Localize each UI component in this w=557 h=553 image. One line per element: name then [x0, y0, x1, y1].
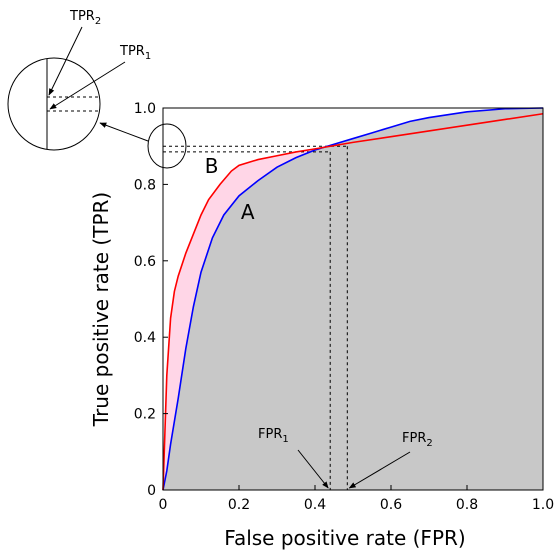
x-tick-label: 0.6: [380, 497, 402, 513]
x-tick-label: 0.8: [456, 497, 478, 513]
x-tick-label: 1.0: [532, 497, 554, 513]
plot-frame: [162, 107, 544, 491]
zoom-region-ellipse: [147, 123, 187, 169]
y-tick-label: 0: [147, 483, 156, 499]
curve-label-a: A: [241, 200, 255, 224]
x-tick-label: 0.2: [228, 497, 250, 513]
x-axis-label: False positive rate (FPR): [224, 526, 465, 550]
magnified-inset: TPR2 TPR1: [7, 9, 151, 151]
tpr1-annotation: TPR1: [119, 44, 151, 62]
tpr1-arrow: [49, 61, 126, 110]
y-tick-label: 0.2: [134, 407, 156, 423]
y-tick-label: 0.6: [134, 254, 156, 270]
y-axis-label: True positive rate (TPR): [89, 192, 113, 427]
y-tick-label: 0.8: [134, 177, 156, 193]
area-between-curves: [163, 133, 371, 490]
dashed-guide-lines: [163, 145, 348, 490]
fpr2-annotation: FPR2: [402, 431, 433, 449]
y-tick-label: 1.0: [134, 101, 156, 117]
x-tick-label: 0: [159, 497, 168, 513]
tpr2-arrow: [48, 26, 83, 96]
curve-a: [162, 107, 544, 491]
tpr2-annotation: TPR2: [69, 9, 101, 27]
fpr1-arrow: [297, 449, 329, 489]
area-under-curve-a: [163, 108, 543, 490]
axis-ticks: 0 0.2 0.4 0.6 0.8 1.0 0 0.2 0.4 0.6 0.8 1.0: [134, 101, 554, 513]
curve-b: [162, 112, 544, 491]
curve-label-b: B: [205, 154, 219, 178]
fpr2-arrow: [348, 451, 411, 489]
fpr1-annotation: FPR1: [258, 427, 289, 445]
y-tick-label: 0.4: [134, 330, 156, 346]
inset-circle: [7, 57, 101, 151]
x-tick-label: 0.4: [304, 497, 326, 513]
zoom-arrow: [99, 122, 149, 142]
